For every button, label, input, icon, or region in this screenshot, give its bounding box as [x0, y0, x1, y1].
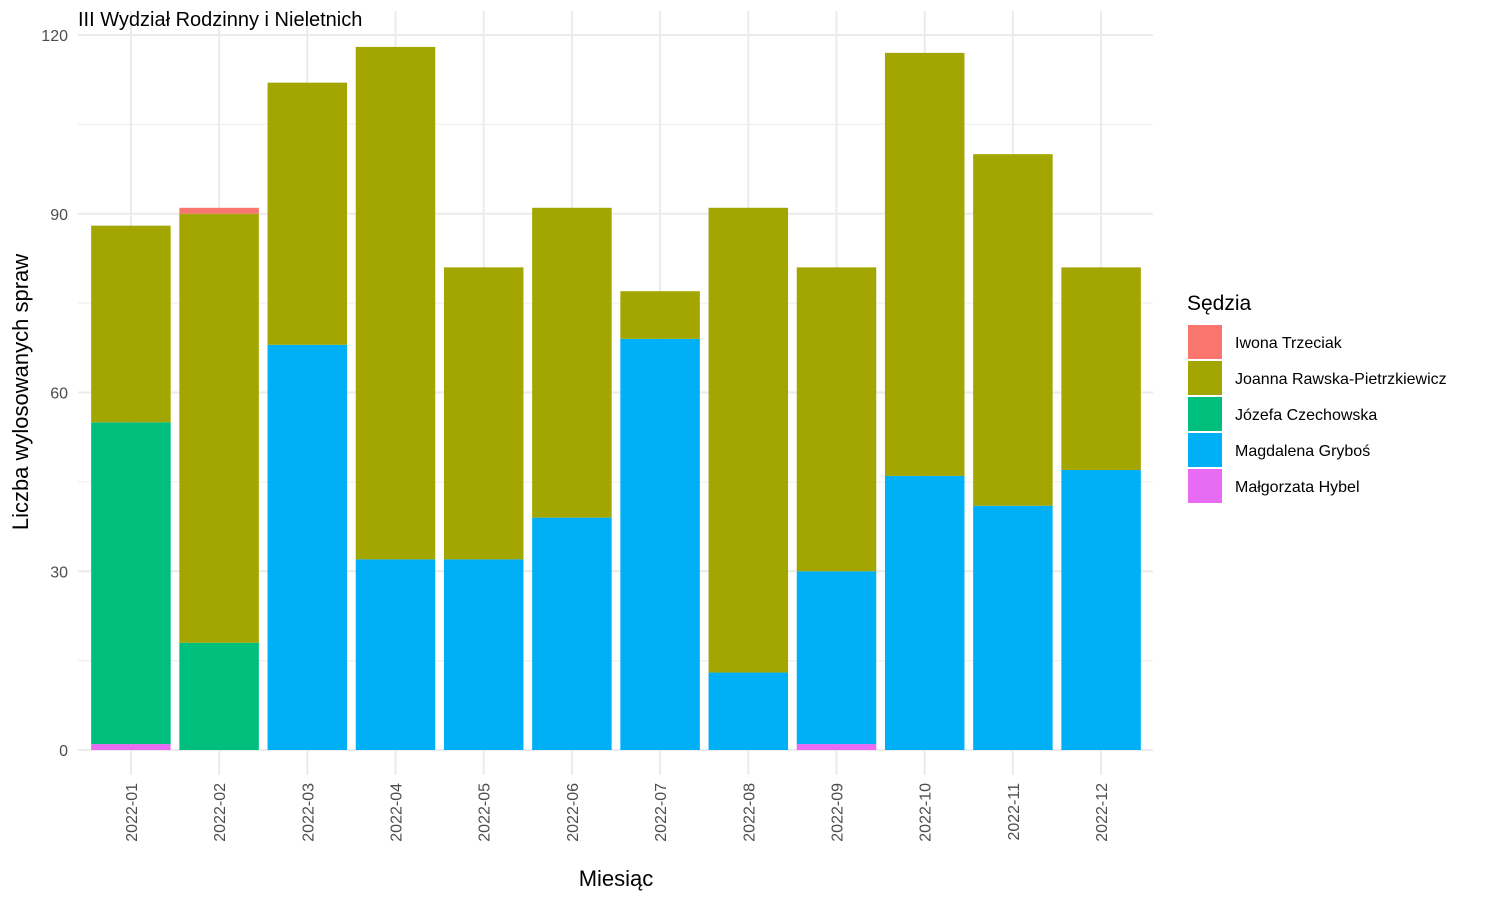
bar-segment	[355, 559, 436, 750]
bar-segment	[179, 207, 259, 214]
y-tick-label: 30	[50, 564, 68, 581]
y-tick-label: 60	[50, 386, 68, 403]
y-axis-ticks: 0 30 60 90 120	[41, 28, 68, 760]
x-axis-label: Miesiąc	[579, 866, 654, 891]
y-tick-label: 0	[59, 743, 68, 760]
bar-segment	[884, 475, 965, 750]
bar-segment	[973, 505, 1053, 750]
x-tick-label: 2022-12	[1094, 783, 1111, 842]
x-tick-label: 2022-04	[389, 783, 406, 842]
bar-segment	[179, 642, 259, 750]
y-tick-label: 90	[50, 207, 68, 224]
x-tick-label: 2022-11	[1006, 783, 1023, 841]
bar-segment	[796, 571, 877, 745]
bar-segment	[91, 422, 171, 745]
bar-segment	[355, 46, 436, 560]
x-tick-label: 2022-10	[918, 783, 935, 842]
bar-segment	[1061, 267, 1141, 470]
bar-segment	[796, 267, 877, 572]
bar-segment	[267, 344, 348, 750]
legend-swatch	[1188, 469, 1222, 503]
legend-label: Józefa Czechowska	[1235, 407, 1377, 424]
x-tick-label: 2022-07	[653, 783, 670, 842]
bar-segment	[620, 338, 700, 750]
x-tick-label: 2022-01	[124, 783, 141, 842]
bar-segment	[532, 517, 612, 750]
x-axis-ticks: 2022-01 2022-02 2022-03 2022-04 2022-05 2022-…	[124, 783, 1111, 842]
y-tick-label: 120	[41, 28, 68, 45]
x-tick-label: 2022-03	[300, 783, 317, 842]
bars	[91, 46, 1141, 750]
legend-label: Iwona Trzeciak	[1235, 335, 1343, 352]
legend-label: Małgorzata Hybel	[1235, 479, 1360, 496]
x-tick-label: 2022-08	[741, 783, 758, 842]
legend-swatch	[1188, 397, 1222, 431]
legend-title: Sędzia	[1187, 292, 1252, 315]
bar-segment	[443, 559, 524, 750]
chart-title: III Wydział Rodzinny i Nieletnich	[78, 9, 362, 31]
legend-swatch	[1188, 325, 1222, 359]
legend-label: Magdalena Gryboś	[1235, 443, 1370, 460]
bar-segment	[179, 213, 259, 643]
bar-segment	[708, 672, 789, 750]
y-axis-label: Liczba wylosowanych spraw	[8, 254, 33, 530]
bar-segment	[884, 52, 965, 476]
legend-label: Joanna Rawska-Pietrzkiewicz	[1235, 371, 1447, 388]
bar-segment	[267, 82, 348, 345]
x-tick-label: 2022-05	[477, 783, 494, 842]
x-tick-label: 2022-06	[565, 783, 582, 842]
bar-segment	[91, 744, 171, 750]
x-tick-label: 2022-09	[830, 783, 847, 842]
legend-items: Iwona Trzeciak Joanna Rawska-Pietrzkiewic…	[1188, 325, 1447, 503]
bar-segment	[708, 207, 789, 673]
bar-segment	[620, 291, 700, 339]
legend: Sędzia Iwona Trzeciak Joanna Rawska-Pietr…	[1187, 292, 1447, 503]
bar-segment	[532, 207, 612, 518]
bar-segment	[973, 154, 1053, 506]
x-tick-label: 2022-02	[212, 783, 229, 842]
bar-segment	[91, 225, 171, 423]
bar-segment	[443, 267, 524, 560]
legend-swatch	[1188, 433, 1222, 467]
bar-segment	[796, 744, 877, 750]
bar-segment	[1061, 469, 1141, 750]
legend-swatch	[1188, 361, 1222, 395]
